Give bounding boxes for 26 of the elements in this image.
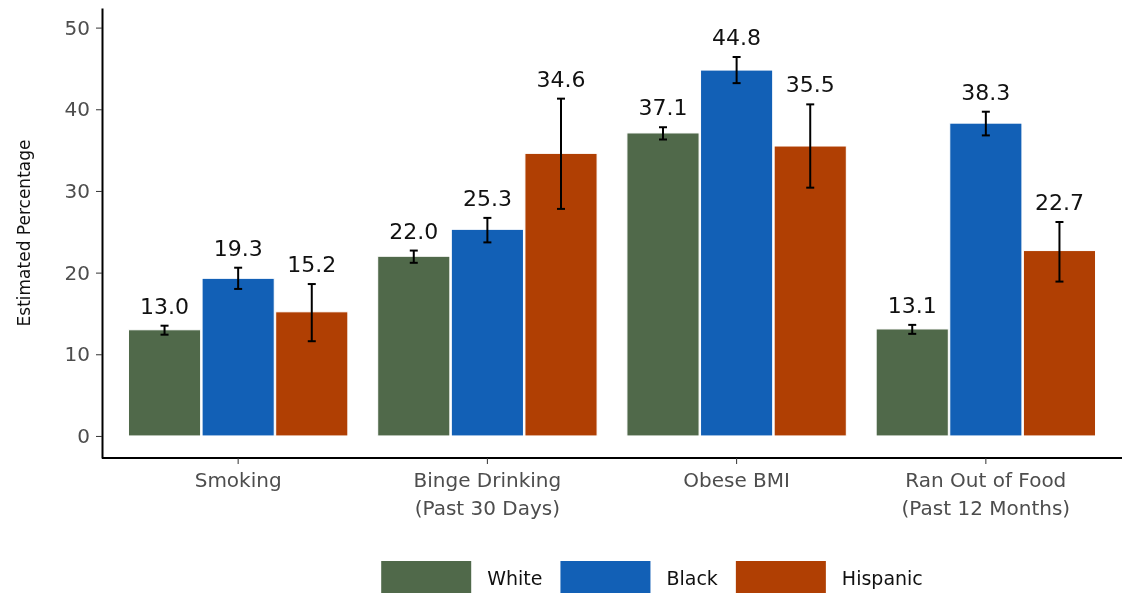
data-label: 37.1: [638, 95, 688, 121]
data-label: 13.1: [887, 292, 937, 318]
data-label: 22.7: [1034, 189, 1084, 215]
legend-label: White: [487, 567, 543, 589]
data-label: 19.3: [213, 235, 263, 261]
legend-label: Hispanic: [841, 567, 923, 589]
data-label: 35.5: [785, 72, 835, 98]
x-tick-label: Ran Out of Food (Past 12 Months): [901, 468, 1071, 520]
x-tick-label: Obese BMI: [683, 468, 790, 492]
y-axis-title: Estimated Percentage: [14, 139, 34, 327]
y-tick-label: 20: [64, 260, 90, 285]
data-label: 22.0: [389, 218, 439, 244]
x-tick-label: Binge Drinking (Past 30 Days): [413, 468, 562, 520]
x-tick-label: Smoking: [194, 468, 282, 492]
y-tick-label: 40: [64, 97, 90, 122]
data-label: 15.2: [287, 252, 337, 278]
y-tick-label: 0: [77, 423, 90, 448]
data-label: 13.0: [140, 293, 190, 319]
y-tick-label: 30: [64, 178, 90, 203]
data-label: 34.6: [536, 66, 586, 92]
data-label: 44.8: [712, 25, 762, 50]
data-label: 38.3: [961, 79, 1011, 105]
y-tick-label: 10: [64, 342, 90, 367]
y-tick-label: 50: [64, 15, 90, 40]
legend-label: Black: [666, 567, 718, 589]
data-label: 25.3: [462, 185, 512, 211]
